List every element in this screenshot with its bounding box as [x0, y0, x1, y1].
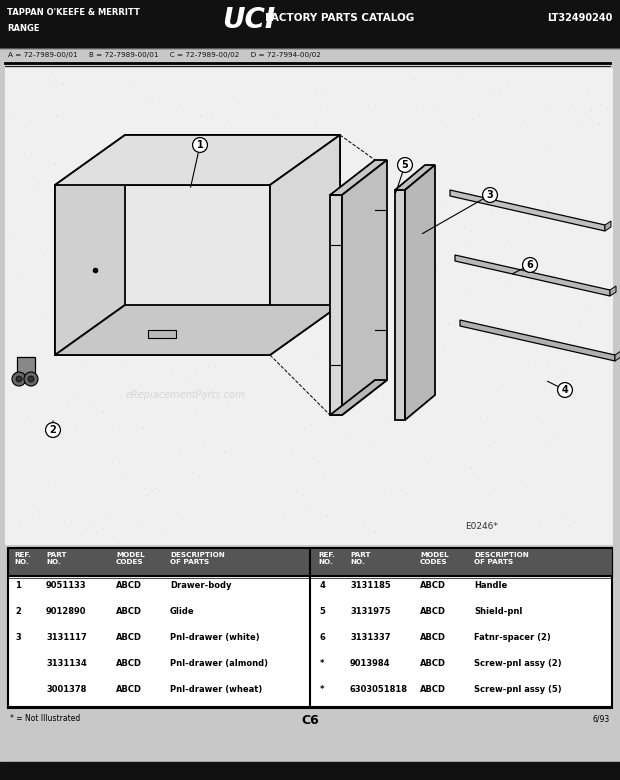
Text: LT32490240: LT32490240: [547, 13, 613, 23]
Bar: [0, 0, 620, 48]
Bar: [0, 762, 620, 780]
Circle shape: [24, 372, 38, 386]
Text: Fatnr-spacer (2): Fatnr-spacer (2): [474, 633, 551, 642]
Text: REF.
NO.: REF. NO.: [14, 552, 31, 565]
Text: A = 72-7989-00/01     B = 72-7989-00/01     C = 72-7989-00/02     D = 72-7994-00: A = 72-7989-00/01 B = 72-7989-00/01 C = …: [8, 52, 321, 58]
Text: UCI: UCI: [222, 6, 275, 34]
Bar: [5, 68, 613, 545]
Text: 3131337: 3131337: [350, 633, 391, 642]
Text: Screw-pnl assy (5): Screw-pnl assy (5): [474, 685, 562, 694]
Text: ABCD: ABCD: [116, 607, 142, 616]
Text: PART
NO.: PART NO.: [350, 552, 371, 565]
Text: PART
NO.: PART NO.: [46, 552, 66, 565]
Polygon shape: [605, 221, 611, 231]
Text: DESCRIPTION
OF PARTS: DESCRIPTION OF PARTS: [474, 552, 529, 565]
Polygon shape: [330, 380, 387, 415]
Text: MODEL
CODES: MODEL CODES: [420, 552, 449, 565]
Polygon shape: [55, 305, 340, 355]
Bar: [8, 548, 612, 576]
Text: 1: 1: [15, 581, 21, 590]
Bar: [395, 190, 405, 420]
Text: Handle: Handle: [474, 581, 507, 590]
Polygon shape: [330, 160, 387, 195]
Polygon shape: [125, 135, 340, 305]
Text: Screw-pnl assy (2): Screw-pnl assy (2): [474, 659, 562, 668]
Text: eReplacementParts.com: eReplacementParts.com: [125, 390, 245, 400]
Text: 4: 4: [562, 385, 569, 395]
Polygon shape: [55, 185, 270, 355]
Text: ABCD: ABCD: [420, 685, 446, 694]
Text: TAPPAN O'KEEFE & MERRITT: TAPPAN O'KEEFE & MERRITT: [7, 8, 140, 17]
Circle shape: [28, 376, 34, 382]
Bar: [148, 330, 176, 338]
Polygon shape: [342, 160, 387, 415]
Text: ABCD: ABCD: [116, 685, 142, 694]
Text: REF.
NO.: REF. NO.: [318, 552, 335, 565]
Polygon shape: [395, 165, 435, 190]
Polygon shape: [460, 320, 615, 361]
Text: ABCD: ABCD: [116, 633, 142, 642]
Text: ABCD: ABCD: [420, 633, 446, 642]
Text: Shield-pnl: Shield-pnl: [474, 607, 523, 616]
Polygon shape: [270, 135, 340, 355]
Text: ABCD: ABCD: [116, 581, 142, 590]
Polygon shape: [455, 255, 610, 296]
Bar: [8, 548, 612, 708]
Text: 9013984: 9013984: [350, 659, 391, 668]
Text: * = Not Illustrated: * = Not Illustrated: [10, 714, 80, 723]
Text: 3131975: 3131975: [350, 607, 391, 616]
Text: ABCD: ABCD: [116, 659, 142, 668]
Text: 4: 4: [319, 581, 325, 590]
Text: Pnl-drawer (wheat): Pnl-drawer (wheat): [170, 685, 262, 694]
Text: 9012890: 9012890: [46, 607, 87, 616]
Text: ABCD: ABCD: [420, 607, 446, 616]
Text: Glide: Glide: [170, 607, 195, 616]
Text: DESCRIPTION
OF PARTS: DESCRIPTION OF PARTS: [170, 552, 224, 565]
Text: 1: 1: [197, 140, 203, 150]
Text: ABCD: ABCD: [420, 659, 446, 668]
Circle shape: [12, 372, 26, 386]
Polygon shape: [55, 135, 340, 185]
Text: MODEL
CODES: MODEL CODES: [116, 552, 144, 565]
Polygon shape: [55, 135, 125, 355]
Text: 3131117: 3131117: [46, 633, 87, 642]
Bar: [330, 195, 342, 415]
Bar: [17, 357, 35, 375]
Text: 6: 6: [319, 633, 325, 642]
Text: C6: C6: [301, 714, 319, 727]
Text: ABCD: ABCD: [420, 581, 446, 590]
Text: Drawer-body: Drawer-body: [170, 581, 231, 590]
Polygon shape: [610, 286, 616, 296]
Polygon shape: [450, 190, 605, 231]
Text: 9051133: 9051133: [46, 581, 87, 590]
Polygon shape: [615, 351, 620, 361]
Text: 6303051818: 6303051818: [350, 685, 408, 694]
Text: Pnl-drawer (white): Pnl-drawer (white): [170, 633, 260, 642]
Text: FACTORY PARTS CATALOG: FACTORY PARTS CATALOG: [265, 13, 414, 23]
Text: 3001378: 3001378: [46, 685, 86, 694]
Text: RANGE: RANGE: [7, 24, 40, 33]
Text: 6/93: 6/93: [593, 714, 610, 723]
Text: E0246*: E0246*: [465, 522, 498, 531]
Text: 6: 6: [526, 260, 533, 270]
Text: 3131185: 3131185: [350, 581, 391, 590]
Text: 5: 5: [319, 607, 325, 616]
Text: *: *: [320, 659, 324, 668]
Circle shape: [16, 376, 22, 382]
Text: *: *: [320, 685, 324, 694]
Text: 3131134: 3131134: [46, 659, 87, 668]
Text: 5: 5: [402, 160, 409, 170]
Text: 3: 3: [487, 190, 494, 200]
Text: 3: 3: [15, 633, 21, 642]
Text: Pnl-drawer (almond): Pnl-drawer (almond): [170, 659, 268, 668]
Text: 2: 2: [15, 607, 21, 616]
Polygon shape: [405, 165, 435, 420]
Text: 2: 2: [50, 425, 56, 435]
